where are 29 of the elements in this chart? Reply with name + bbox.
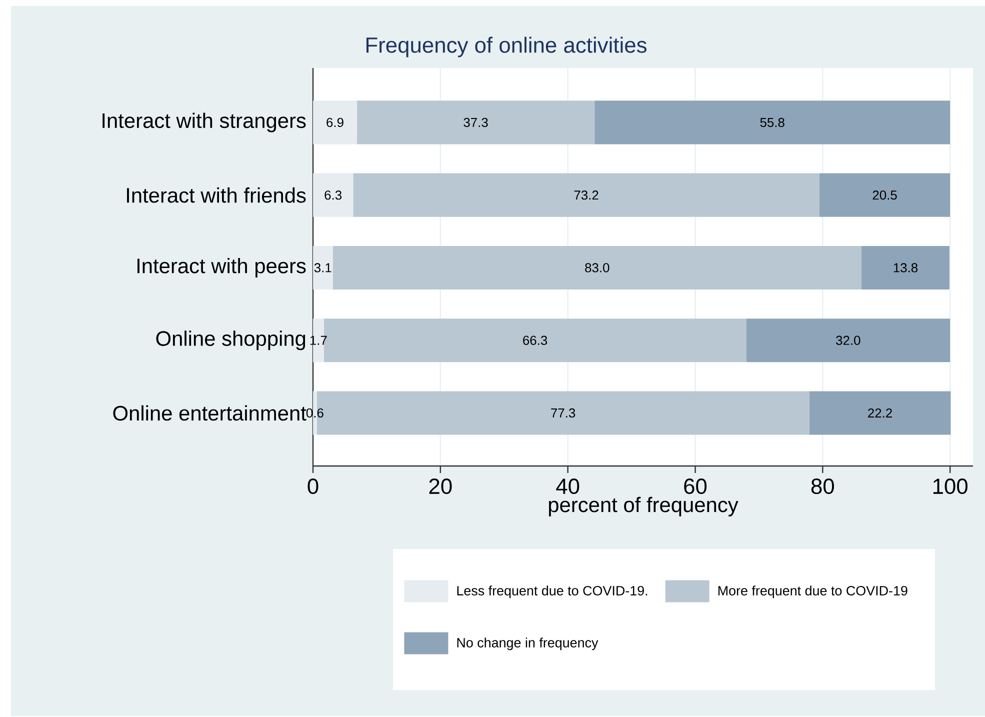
x-tick-label: 60 bbox=[684, 478, 707, 494]
data-label: 22.2 bbox=[868, 408, 892, 418]
data-label: 6.3 bbox=[324, 190, 342, 200]
data-label: 37.3 bbox=[464, 118, 488, 128]
data-label: 83.0 bbox=[585, 263, 610, 272]
data-label: 20.5 bbox=[872, 190, 897, 200]
data-label: 32.0 bbox=[836, 336, 860, 345]
y-tick-label: Interact with peers bbox=[137, 258, 306, 278]
x-tick-label: 0 bbox=[308, 478, 318, 494]
x-tick-label: 40 bbox=[556, 478, 580, 494]
y-tick-label: Online shopping bbox=[156, 330, 306, 350]
data-label: 55.8 bbox=[760, 118, 784, 128]
y-tick-label: Interact with friends bbox=[127, 187, 306, 203]
x-tick-label: 20 bbox=[429, 478, 452, 494]
data-label: 73.2 bbox=[574, 190, 598, 200]
x-tick-label: 80 bbox=[811, 478, 834, 494]
data-label: 3.1 bbox=[314, 263, 332, 272]
legend-label: Less frequent due to COVID-19. bbox=[457, 586, 648, 598]
x-axis-title: percent of frequency bbox=[548, 496, 738, 516]
y-tick-label: Interact with strangers bbox=[102, 112, 306, 132]
legend-label: More frequent due to COVID-19 bbox=[718, 586, 908, 598]
data-label: 13.8 bbox=[894, 263, 918, 272]
data-label: 66.3 bbox=[523, 336, 548, 345]
data-label: 77.3 bbox=[551, 408, 576, 418]
chart-title: Frequency of online activities bbox=[366, 36, 646, 58]
data-label: 6.9 bbox=[326, 118, 344, 128]
legend-label: No change in frequency bbox=[457, 638, 598, 650]
y-tick-label: Online entertainment bbox=[113, 405, 306, 421]
x-tick-label: 100 bbox=[933, 478, 968, 494]
